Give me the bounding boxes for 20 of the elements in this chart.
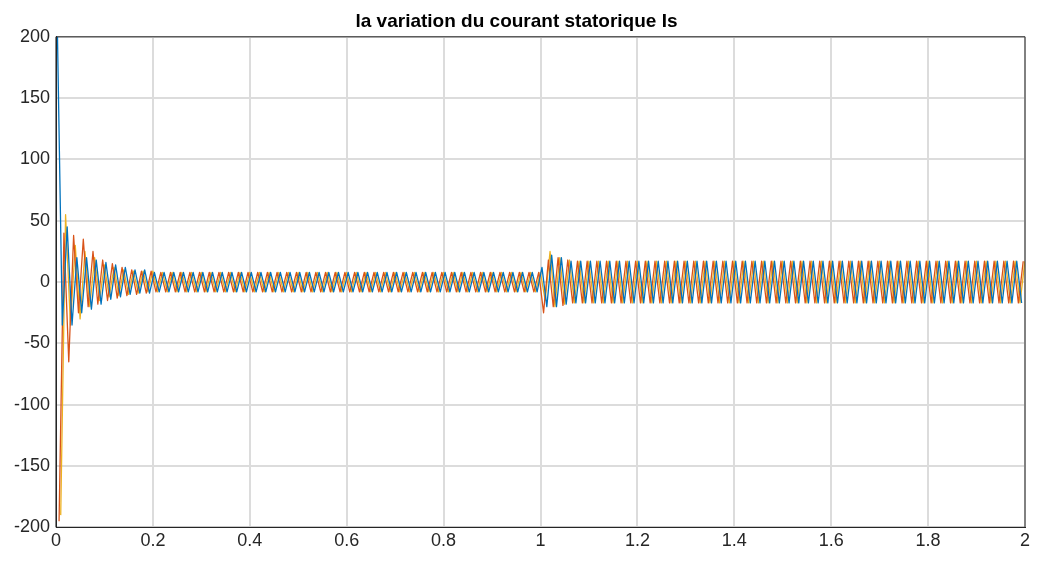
y-tick-label: -100 bbox=[14, 393, 51, 414]
y-tick-label: -150 bbox=[14, 455, 51, 476]
y-tick-label: -200 bbox=[14, 516, 51, 537]
y-tick-label: 0 bbox=[40, 271, 51, 292]
x-tick-label: 0.2 bbox=[140, 530, 166, 551]
y-tick-label: 200 bbox=[19, 25, 51, 46]
x-tick-label: 2 bbox=[1019, 530, 1031, 551]
x-tick-label: 1 bbox=[535, 530, 546, 551]
y-tick-label: 100 bbox=[19, 148, 51, 169]
x-tick-label: 1.4 bbox=[721, 530, 747, 551]
x-tick-label: 0.4 bbox=[237, 530, 263, 551]
x-tick-label: 1.2 bbox=[624, 530, 650, 551]
y-tick-label: -50 bbox=[24, 332, 51, 353]
x-tick-label: 1.6 bbox=[818, 530, 844, 551]
y-tick-label: 50 bbox=[30, 209, 51, 230]
x-tick-label: 0.6 bbox=[334, 530, 360, 551]
y-tick-label: 150 bbox=[19, 87, 51, 108]
chart-title: la variation du courant statorique Is bbox=[355, 9, 678, 31]
x-tick-label: 0.8 bbox=[431, 530, 457, 551]
x-tick-label: 1.8 bbox=[915, 530, 941, 551]
